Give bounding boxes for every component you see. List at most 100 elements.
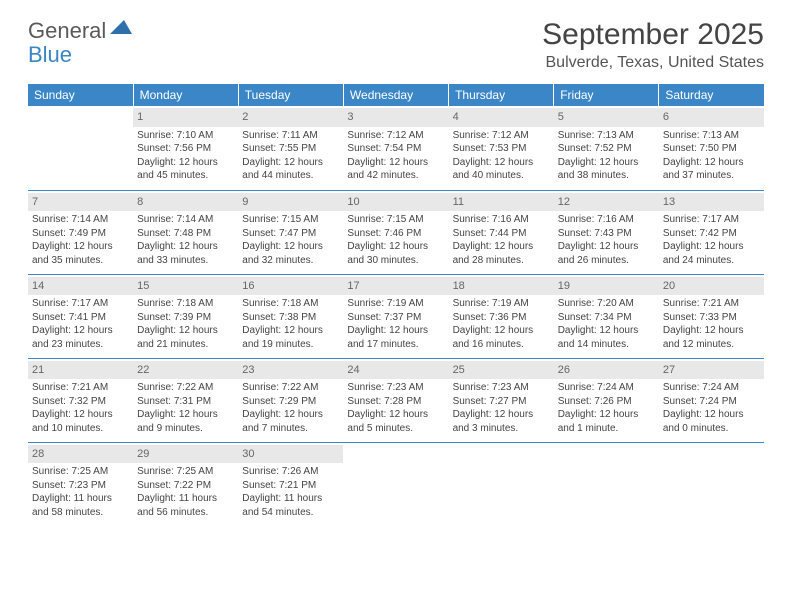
day-number: 3 [343,108,448,127]
daylight-text: Daylight: 12 hours and 30 minutes. [347,240,444,267]
weekday-friday: Friday [554,84,659,106]
sunset-text: Sunset: 7:52 PM [558,142,655,156]
daylight-text: Daylight: 11 hours and 58 minutes. [32,492,129,519]
daylight-text: Daylight: 12 hours and 10 minutes. [32,408,129,435]
daylight-text: Daylight: 12 hours and 14 minutes. [558,324,655,351]
logo: General [28,18,132,44]
weekday-header-row: Sunday Monday Tuesday Wednesday Thursday… [28,84,764,106]
calendar-cell: 4Sunrise: 7:12 AMSunset: 7:53 PMDaylight… [449,106,554,190]
calendar-cell: 8Sunrise: 7:14 AMSunset: 7:48 PMDaylight… [133,190,238,274]
daylight-text: Daylight: 12 hours and 3 minutes. [453,408,550,435]
day-number: 17 [343,277,448,296]
sunrise-text: Sunrise: 7:17 AM [32,297,129,311]
calendar-cell: 16Sunrise: 7:18 AMSunset: 7:38 PMDayligh… [238,274,343,358]
logo-triangle-icon [110,18,132,44]
calendar-cell [659,442,764,526]
sunrise-text: Sunrise: 7:24 AM [663,381,760,395]
calendar-cell [343,442,448,526]
calendar-cell [554,442,659,526]
calendar-cell: 25Sunrise: 7:23 AMSunset: 7:27 PMDayligh… [449,358,554,442]
day-number: 10 [343,193,448,212]
sunrise-text: Sunrise: 7:14 AM [137,213,234,227]
day-number: 27 [659,361,764,380]
daylight-text: Daylight: 11 hours and 54 minutes. [242,492,339,519]
day-number: 22 [133,361,238,380]
sunset-text: Sunset: 7:28 PM [347,395,444,409]
sunset-text: Sunset: 7:24 PM [663,395,760,409]
sunset-text: Sunset: 7:29 PM [242,395,339,409]
sunrise-text: Sunrise: 7:11 AM [242,129,339,143]
sunrise-text: Sunrise: 7:21 AM [32,381,129,395]
day-number: 15 [133,277,238,296]
sunset-text: Sunset: 7:42 PM [663,227,760,241]
calendar-cell: 9Sunrise: 7:15 AMSunset: 7:47 PMDaylight… [238,190,343,274]
calendar-cell: 21Sunrise: 7:21 AMSunset: 7:32 PMDayligh… [28,358,133,442]
calendar-cell: 18Sunrise: 7:19 AMSunset: 7:36 PMDayligh… [449,274,554,358]
sunrise-text: Sunrise: 7:15 AM [347,213,444,227]
logo-text-2: Blue [28,42,72,68]
day-number: 8 [133,193,238,212]
daylight-text: Daylight: 12 hours and 45 minutes. [137,156,234,183]
calendar-cell: 19Sunrise: 7:20 AMSunset: 7:34 PMDayligh… [554,274,659,358]
day-number: 5 [554,108,659,127]
calendar-week-row: 21Sunrise: 7:21 AMSunset: 7:32 PMDayligh… [28,358,764,442]
sunset-text: Sunset: 7:34 PM [558,311,655,325]
calendar-cell: 7Sunrise: 7:14 AMSunset: 7:49 PMDaylight… [28,190,133,274]
calendar-week-row: 1Sunrise: 7:10 AMSunset: 7:56 PMDaylight… [28,106,764,190]
sunrise-text: Sunrise: 7:15 AM [242,213,339,227]
sunrise-text: Sunrise: 7:12 AM [453,129,550,143]
daylight-text: Daylight: 12 hours and 40 minutes. [453,156,550,183]
sunrise-text: Sunrise: 7:16 AM [558,213,655,227]
day-number: 23 [238,361,343,380]
daylight-text: Daylight: 12 hours and 19 minutes. [242,324,339,351]
sunrise-text: Sunrise: 7:26 AM [242,465,339,479]
sunrise-text: Sunrise: 7:10 AM [137,129,234,143]
sunset-text: Sunset: 7:41 PM [32,311,129,325]
calendar-cell: 22Sunrise: 7:22 AMSunset: 7:31 PMDayligh… [133,358,238,442]
sunset-text: Sunset: 7:27 PM [453,395,550,409]
sunset-text: Sunset: 7:21 PM [242,479,339,493]
daylight-text: Daylight: 12 hours and 37 minutes. [663,156,760,183]
sunset-text: Sunset: 7:48 PM [137,227,234,241]
daylight-text: Daylight: 12 hours and 32 minutes. [242,240,339,267]
weekday-saturday: Saturday [659,84,764,106]
daylight-text: Daylight: 12 hours and 0 minutes. [663,408,760,435]
day-number: 16 [238,277,343,296]
sunrise-text: Sunrise: 7:24 AM [558,381,655,395]
day-number: 1 [133,108,238,127]
calendar-cell: 24Sunrise: 7:23 AMSunset: 7:28 PMDayligh… [343,358,448,442]
day-number: 28 [28,445,133,464]
daylight-text: Daylight: 12 hours and 9 minutes. [137,408,234,435]
daylight-text: Daylight: 12 hours and 16 minutes. [453,324,550,351]
sunrise-text: Sunrise: 7:18 AM [242,297,339,311]
daylight-text: Daylight: 12 hours and 12 minutes. [663,324,760,351]
daylight-text: Daylight: 12 hours and 26 minutes. [558,240,655,267]
weekday-monday: Monday [133,84,238,106]
daylight-text: Daylight: 12 hours and 44 minutes. [242,156,339,183]
daylight-text: Daylight: 12 hours and 7 minutes. [242,408,339,435]
daylight-text: Daylight: 12 hours and 42 minutes. [347,156,444,183]
day-number: 4 [449,108,554,127]
calendar-cell: 3Sunrise: 7:12 AMSunset: 7:54 PMDaylight… [343,106,448,190]
sunset-text: Sunset: 7:39 PM [137,311,234,325]
day-number: 13 [659,193,764,212]
weekday-wednesday: Wednesday [343,84,448,106]
calendar-cell: 12Sunrise: 7:16 AMSunset: 7:43 PMDayligh… [554,190,659,274]
calendar-cell: 28Sunrise: 7:25 AMSunset: 7:23 PMDayligh… [28,442,133,526]
sunset-text: Sunset: 7:32 PM [32,395,129,409]
calendar-cell: 20Sunrise: 7:21 AMSunset: 7:33 PMDayligh… [659,274,764,358]
sunrise-text: Sunrise: 7:12 AM [347,129,444,143]
calendar-cell: 1Sunrise: 7:10 AMSunset: 7:56 PMDaylight… [133,106,238,190]
day-number: 18 [449,277,554,296]
day-number: 9 [238,193,343,212]
daylight-text: Daylight: 11 hours and 56 minutes. [137,492,234,519]
sunset-text: Sunset: 7:43 PM [558,227,655,241]
calendar-cell: 30Sunrise: 7:26 AMSunset: 7:21 PMDayligh… [238,442,343,526]
daylight-text: Daylight: 12 hours and 17 minutes. [347,324,444,351]
sunset-text: Sunset: 7:49 PM [32,227,129,241]
sunrise-text: Sunrise: 7:17 AM [663,213,760,227]
calendar-week-row: 28Sunrise: 7:25 AMSunset: 7:23 PMDayligh… [28,442,764,526]
daylight-text: Daylight: 12 hours and 38 minutes. [558,156,655,183]
sunset-text: Sunset: 7:23 PM [32,479,129,493]
day-number: 2 [238,108,343,127]
